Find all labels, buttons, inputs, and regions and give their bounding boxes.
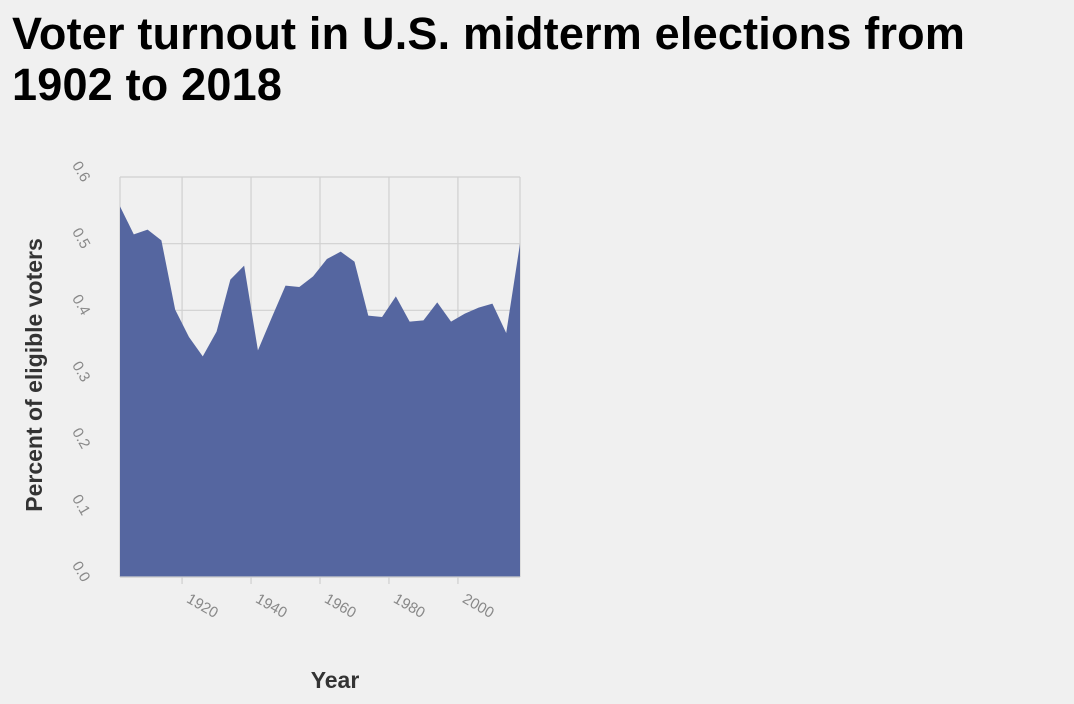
y-tick-label: 0.4 <box>68 292 93 319</box>
x-tick-label: 2000 <box>459 590 496 621</box>
x-tick-label: 1960 <box>322 590 359 621</box>
x-tick-label: 1980 <box>391 590 428 621</box>
area-series <box>120 206 520 578</box>
y-tick-label: 0.6 <box>68 158 93 185</box>
chart-title: Voter turnout in U.S. midterm elections … <box>12 8 966 110</box>
y-axis-title: Percent of eligible voters <box>21 238 47 512</box>
y-tick-label: 0.3 <box>68 358 93 385</box>
y-tick-label: 0.5 <box>68 225 93 252</box>
y-tick-label: 0.0 <box>68 558 93 585</box>
axes <box>120 576 520 584</box>
y-tick-label: 0.1 <box>68 492 93 519</box>
area-fill <box>120 206 520 578</box>
y-tick-label: 0.2 <box>68 425 93 452</box>
y-axis-tick-labels: 0.0 0.1 0.2 0.3 0.4 0.5 0.6 <box>68 158 93 585</box>
x-tick-label: 1920 <box>184 590 221 621</box>
x-axis-title: Year <box>311 667 360 693</box>
x-axis-tick-labels: 1920 1940 1960 1980 2000 <box>184 590 497 621</box>
x-tick-label: 1940 <box>253 590 290 621</box>
